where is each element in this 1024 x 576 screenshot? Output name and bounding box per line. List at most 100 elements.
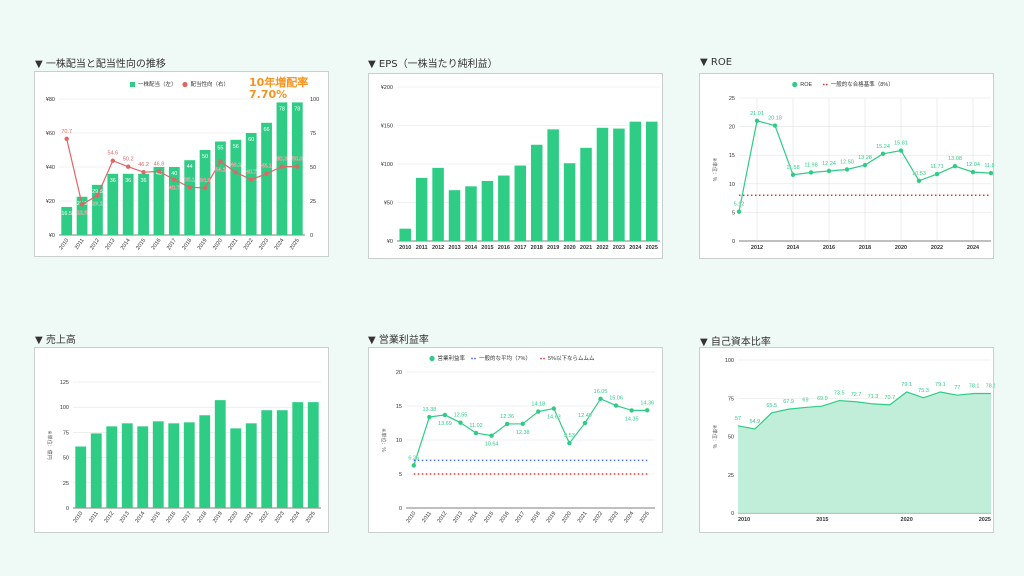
bar — [138, 173, 149, 235]
y-tick-label: 50 — [728, 435, 734, 441]
x-tick-label: 2024 — [289, 511, 301, 524]
x-tick-label: 2014 — [465, 245, 478, 251]
data-point — [187, 185, 192, 190]
data-label: 11.87 — [984, 163, 995, 169]
equity-ratio-chart: 0 25 50 75 100 2010 2015 2020 2025 ※単位：% 57 54.9 65.… — [711, 358, 995, 523]
data-label: 12.04 — [966, 162, 980, 168]
dividend-growth-label: 10年増配率 — [249, 76, 309, 89]
data-point — [520, 421, 525, 427]
bar — [245, 133, 257, 235]
data-point — [248, 177, 254, 182]
data-label: 73.5 — [834, 391, 845, 397]
y-tick-label: ¥50 — [384, 201, 393, 207]
data-label: 71.3 — [868, 394, 879, 400]
data-point — [504, 421, 510, 427]
series-line — [66, 138, 298, 206]
y-tick-label: ¥60 — [46, 131, 55, 137]
bar — [214, 400, 226, 508]
x-tick-label: 2019 — [212, 511, 224, 524]
data-point — [427, 414, 432, 420]
bar-data-label: 29.5 — [92, 189, 103, 195]
x-tick-label: 2011 — [421, 511, 433, 524]
x-tick-label: 2017 — [514, 245, 526, 251]
data-point — [826, 168, 832, 174]
x-tick-label: 2020 — [212, 238, 224, 251]
x-tick-label: 2019 — [197, 238, 209, 251]
x-tick-label: 2017 — [514, 511, 526, 524]
x-tick-label: 2024 — [629, 245, 642, 251]
data-label: 13.08 — [948, 156, 962, 162]
x-tick-label: 2012 — [89, 238, 101, 251]
bar — [184, 160, 196, 235]
x-tick-label: 2010 — [738, 517, 750, 523]
data-point — [125, 164, 131, 169]
data-point — [458, 420, 463, 425]
data-label: 79.1 — [901, 382, 912, 388]
x-tick-label: 2012 — [437, 511, 449, 524]
bar — [261, 122, 272, 235]
data-point — [934, 171, 940, 177]
x-tick-label: 2022 — [596, 245, 608, 251]
x-tick-label: 2022 — [243, 238, 255, 251]
x-tick-label: 2020 — [227, 511, 239, 524]
bar — [547, 129, 559, 241]
data-point — [489, 433, 494, 438]
x-tick-label: 2020 — [561, 511, 573, 524]
dividend-chart-panel: ¥0 ¥20 ¥40 ¥60 ¥80 0 25 50 75 100 2010 2011 2012 2013… — [34, 71, 329, 257]
x-tick-label: 2012 — [751, 245, 763, 251]
bar — [292, 402, 304, 508]
equity-chart-panel: 0 25 50 75 100 2010 2015 2020 2025 ※単位：% 57 54.9 65.… — [699, 347, 995, 533]
y-tick-label: 75 — [728, 396, 734, 402]
x-tick-label: 2013 — [105, 238, 117, 251]
x-tick-label: 2025 — [289, 238, 301, 251]
y2-tick-label: 50 — [310, 165, 316, 171]
bar-data-label: 60 — [248, 137, 254, 143]
legend-label: 営業利益率 — [438, 354, 466, 362]
data-point — [790, 172, 796, 177]
bar — [75, 446, 87, 508]
x-tick-label: 2014 — [787, 245, 800, 251]
bar — [230, 428, 242, 508]
legend-swatch-dot — [474, 357, 476, 360]
eps-chart-panel: ¥0 ¥50 ¥100 ¥150 ¥200 2010 2011 2012 2013 2014 201… — [368, 73, 663, 259]
legend-swatch-dot — [825, 83, 828, 86]
x-tick-label: 2016 — [823, 245, 835, 251]
x-tick-label: 2025 — [646, 245, 658, 251]
x-tick-label: 2013 — [452, 511, 464, 524]
x-tick-label: 2010 — [399, 245, 411, 251]
x-tick-label: 2024 — [623, 511, 635, 524]
data-point — [970, 169, 976, 175]
y-tick-label: ¥0 — [49, 233, 55, 239]
data-point — [551, 406, 557, 411]
bar-data-label: 44 — [187, 164, 193, 170]
y-tick-label: 0 — [732, 239, 735, 245]
data-point — [110, 158, 116, 163]
y-tick-label: 15 — [729, 153, 735, 159]
data-point — [295, 164, 300, 169]
x-tick-label: 2010 — [72, 511, 84, 524]
legend-swatch-circle — [182, 81, 188, 88]
data-label: 12.55 — [454, 413, 468, 419]
data-point — [156, 169, 162, 174]
x-tick-label: 2020 — [563, 245, 575, 251]
y-tick-label: 100 — [60, 405, 69, 411]
data-point — [473, 430, 479, 436]
bar — [514, 165, 527, 241]
series-line — [413, 398, 648, 466]
data-label: 21.01 — [750, 111, 764, 117]
bar-data-label: 36 — [110, 178, 116, 184]
legend-label: 5%以下ならムムム — [548, 355, 595, 362]
x-tick-label: 2015 — [150, 511, 162, 524]
y-tick-label: ¥150 — [381, 124, 393, 130]
data-label: 14.35 — [625, 416, 639, 422]
data-label: 50.3 — [277, 157, 288, 163]
data-label: 50.3 — [292, 157, 303, 163]
bar — [563, 163, 576, 241]
bar — [646, 121, 658, 241]
bar — [307, 402, 319, 508]
data-label: 10.64 — [485, 442, 499, 448]
data-label: 46.2 — [138, 162, 149, 168]
y-tick-label: ¥100 — [381, 162, 393, 168]
data-label: 46.1 — [230, 162, 241, 168]
bar — [261, 410, 273, 508]
